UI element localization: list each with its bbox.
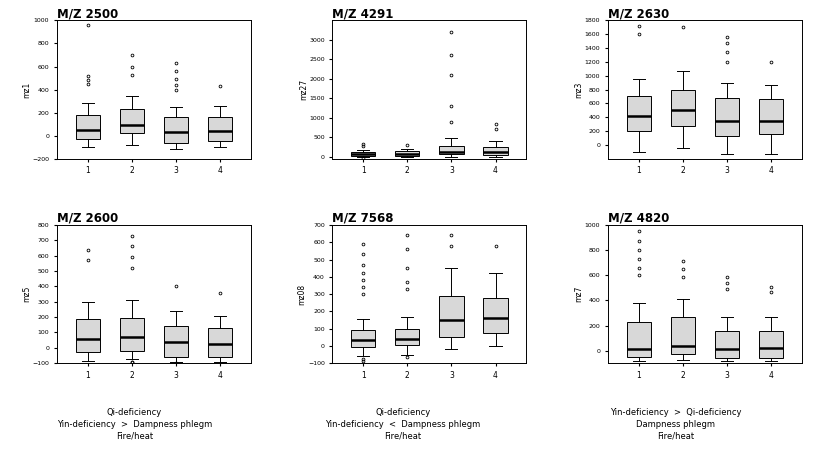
- PathPatch shape: [715, 331, 739, 358]
- Text: Qi-deficiency
Yin-deficiency  <  Dampness phlegm
Fire/heat: Qi-deficiency Yin-deficiency < Dampness …: [326, 408, 480, 441]
- Text: Qi-deficiency
Yin-deficiency  >  Dampness phlegm
Fire/heat: Qi-deficiency Yin-deficiency > Dampness …: [57, 408, 212, 441]
- Text: M/Z 4291: M/Z 4291: [332, 7, 394, 20]
- PathPatch shape: [484, 298, 508, 333]
- PathPatch shape: [484, 148, 508, 155]
- PathPatch shape: [120, 109, 144, 133]
- PathPatch shape: [440, 146, 463, 154]
- PathPatch shape: [627, 322, 651, 357]
- PathPatch shape: [164, 117, 188, 143]
- PathPatch shape: [671, 89, 695, 126]
- PathPatch shape: [351, 153, 375, 156]
- Text: M/Z 2600: M/Z 2600: [57, 212, 118, 225]
- PathPatch shape: [164, 326, 188, 357]
- Text: M/Z 7568: M/Z 7568: [332, 212, 394, 225]
- Text: M/Z 2500: M/Z 2500: [57, 7, 118, 20]
- Y-axis label: mz3: mz3: [574, 81, 583, 98]
- PathPatch shape: [759, 99, 783, 134]
- PathPatch shape: [396, 329, 419, 345]
- PathPatch shape: [715, 98, 739, 136]
- Y-axis label: mz08: mz08: [297, 284, 307, 305]
- PathPatch shape: [627, 96, 651, 131]
- PathPatch shape: [351, 331, 375, 347]
- Text: M/Z 2630: M/Z 2630: [608, 7, 669, 20]
- PathPatch shape: [208, 117, 232, 141]
- PathPatch shape: [208, 328, 232, 357]
- Y-axis label: mz5: mz5: [22, 286, 31, 302]
- PathPatch shape: [396, 151, 419, 156]
- Y-axis label: mz7: mz7: [575, 286, 584, 302]
- PathPatch shape: [440, 296, 463, 337]
- PathPatch shape: [120, 318, 144, 351]
- PathPatch shape: [76, 115, 100, 139]
- Text: Yin-deficiency  >  Qi-deficiency
Dampness phlegm
Fire/heat: Yin-deficiency > Qi-deficiency Dampness …: [610, 408, 742, 441]
- Y-axis label: mz27: mz27: [299, 79, 308, 100]
- Text: M/Z 4820: M/Z 4820: [608, 212, 669, 225]
- PathPatch shape: [759, 331, 783, 358]
- Y-axis label: mz1: mz1: [22, 81, 31, 98]
- PathPatch shape: [76, 319, 100, 352]
- PathPatch shape: [671, 317, 695, 354]
